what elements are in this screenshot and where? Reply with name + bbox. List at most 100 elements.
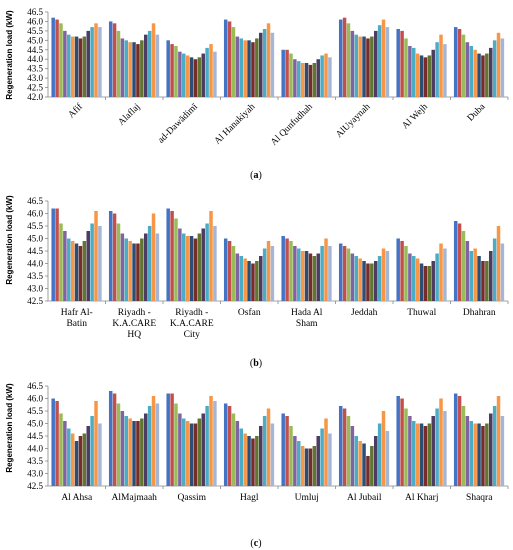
panel-0-bar [223,19,228,98]
panel-0-bar [182,53,186,97]
panel-2-bar [193,423,198,486]
panel-1-bar [320,246,324,301]
panel-0-bar [90,27,94,97]
panel-2-bar [385,431,390,486]
panel-1-bar [266,241,271,301]
panel-2-bar [500,416,505,486]
panel-1-bar [293,246,297,301]
panel-1-bar [481,261,485,301]
panel-0-bar [396,29,400,97]
panel-0-bar [385,27,390,97]
panel-0-bar [201,53,205,97]
panel-1-bar [324,238,328,301]
panel-1-bar [328,246,332,301]
panel-2-bar [373,436,378,486]
panel-1-bar [396,238,400,301]
panel-1-bar [143,233,148,301]
panel-1-bar [415,258,420,301]
panel-1-bar [362,261,366,301]
panel-2-bar [209,396,213,486]
panel-0-bar [370,36,374,97]
panel-0-bar [70,36,75,97]
panel-2-bar [350,426,355,486]
panel-0-bar [496,32,501,97]
panel-2-bar [132,421,136,486]
panel-b-y-axis-label: Regeneration load (kW) [5,195,14,285]
panel-2-bar [185,421,190,486]
panel-2-bar [415,423,420,486]
panel-2-bar [346,416,351,486]
panel-0-bar [404,38,408,97]
panel-0-bar [439,34,443,97]
panel-0-bar [297,61,301,97]
panel-c-category-label: Al Jubail [347,493,382,503]
panel-2-bar [496,396,501,486]
panel-0-bar [338,19,343,98]
panel-1-bar [439,243,443,301]
panel-0-bar [120,38,125,97]
panel-0-bar [431,49,435,97]
panel-1-bar [55,208,59,301]
panel-1-bar [189,236,194,301]
panel-0-bar [300,63,305,97]
panel-2-y-tick-label: 43.5 [27,456,43,466]
panel-2-y-tick-label: 43.0 [27,469,43,479]
panel-1-bar [473,248,477,301]
panel-0-bar [354,34,359,97]
panel-1-bar [300,251,305,301]
panel-0-bar [143,34,148,97]
panel-0-bar [419,55,424,97]
panel-0-bar [98,27,102,97]
panel-2-bar [120,411,125,486]
panel-2-bar [300,446,305,486]
panel-2-bar [431,416,435,486]
panel-1-bar [262,248,267,301]
panel-1-bar [98,226,102,301]
panel-2-bar [328,433,332,486]
panel-2-bar [377,423,382,486]
panel-2-bar [354,436,359,486]
panel-1-bar [136,243,140,301]
panel-0-bar [151,23,156,97]
panel-2-bar [465,416,470,486]
panel-1-bar [258,256,263,301]
panel-2-bar [189,423,194,486]
panel-1-bar [120,233,125,301]
panel-1-bar [82,241,87,301]
panel-2-bar [140,418,144,486]
panel-2-bar [116,403,121,486]
panel-1-bar [132,243,136,301]
panel-0-bar [488,47,493,97]
panel-c-chart: Regeneration load (kW) (c) 42.5 43.0 43.5 4… [5,381,509,549]
panel-0-bar [358,36,362,97]
panel-2-bar [381,411,386,486]
panel-2-bar [342,408,347,486]
panel-b-category-label: Dhahran [463,308,496,318]
panel-2-bar [255,436,259,486]
panel-2-bar [324,418,328,486]
panel-1-y-tick-label: 45.5 [27,221,43,231]
panel-1-bar [285,238,289,301]
panel-2-bar [358,441,362,486]
panel-0-bar [178,51,182,97]
panel-0-bar [500,38,505,97]
panel-1-bar [427,266,432,301]
panel-1-bar [227,241,232,301]
panel-2-bar [94,401,98,486]
panel-2-bar [166,393,170,486]
panel-0-bar [174,46,178,97]
panel-2-bar [74,441,79,486]
panel-c-label: (c) [250,538,261,549]
panel-2-y-tick-label: 46.0 [27,394,43,404]
panel-0-bar [328,57,332,97]
panel-2-bar [289,426,293,486]
panel-2-bar [262,416,267,486]
panel-1-bar [366,263,370,301]
panel-0-bar [189,57,194,97]
panel-0-bar [197,57,202,97]
panel-2-bar [178,413,182,486]
panel-0-bar [213,51,217,97]
panel-b-category-label: Riyadh -K.A.CARE HQ [112,308,156,340]
panel-1-bar [59,223,63,301]
panel-2-bar [78,436,83,486]
